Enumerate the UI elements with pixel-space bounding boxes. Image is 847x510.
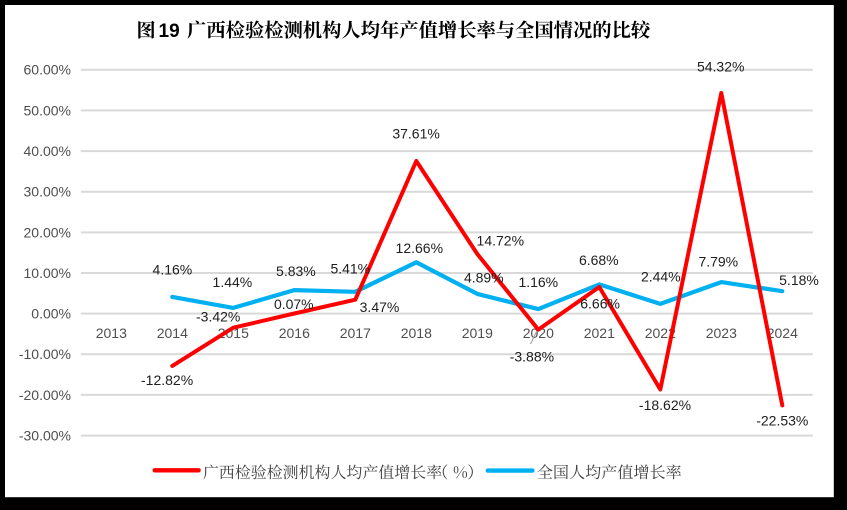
svg-text:2023: 2023	[706, 325, 737, 341]
svg-text:2022: 2022	[645, 325, 676, 341]
svg-text:2013: 2013	[96, 325, 127, 341]
svg-text:-3.42%: -3.42%	[196, 308, 240, 324]
svg-text:0.00%: 0.00%	[31, 306, 71, 322]
svg-text:1.16%: 1.16%	[518, 274, 558, 290]
svg-text:-30.00%: -30.00%	[19, 428, 71, 444]
svg-text:-18.62%: -18.62%	[639, 397, 691, 413]
svg-text:-20.00%: -20.00%	[19, 387, 71, 403]
svg-text:2018: 2018	[401, 325, 432, 341]
svg-text:12.66%: 12.66%	[396, 240, 443, 256]
svg-text:5.41%: 5.41%	[330, 261, 370, 277]
svg-text:50.00%: 50.00%	[24, 102, 71, 118]
svg-text:-12.82%: -12.82%	[141, 372, 193, 388]
svg-text:14.72%: 14.72%	[477, 232, 524, 248]
svg-text:5.83%: 5.83%	[276, 263, 316, 279]
svg-text:-3.88%: -3.88%	[510, 348, 554, 364]
svg-text:4.89%: 4.89%	[464, 270, 504, 286]
svg-text:7.79%: 7.79%	[698, 254, 738, 270]
svg-text:3.47%: 3.47%	[360, 299, 400, 315]
svg-text:20.00%: 20.00%	[24, 224, 71, 240]
svg-text:0.07%: 0.07%	[274, 296, 314, 312]
svg-text:6.66%: 6.66%	[580, 296, 620, 312]
svg-text:2020: 2020	[523, 325, 554, 341]
svg-text:2017: 2017	[340, 325, 371, 341]
svg-text:-10.00%: -10.00%	[19, 346, 71, 362]
svg-text:-22.53%: -22.53%	[756, 413, 808, 429]
svg-text:2.44%: 2.44%	[641, 269, 681, 285]
svg-text:2016: 2016	[279, 325, 310, 341]
svg-text:19: 19	[159, 21, 180, 42]
svg-text:10.00%: 10.00%	[24, 265, 71, 281]
svg-text:54.32%: 54.32%	[697, 59, 744, 75]
svg-text:2015: 2015	[218, 325, 249, 341]
svg-text:40.00%: 40.00%	[24, 143, 71, 159]
svg-text:2019: 2019	[462, 325, 493, 341]
svg-text:60.00%: 60.00%	[24, 62, 71, 78]
svg-text:1.44%: 1.44%	[213, 274, 253, 290]
svg-text:2014: 2014	[157, 325, 188, 341]
svg-text:2021: 2021	[584, 325, 615, 341]
svg-text:30.00%: 30.00%	[24, 184, 71, 200]
svg-text:2024: 2024	[767, 325, 798, 341]
svg-text:6.68%: 6.68%	[579, 252, 619, 268]
svg-text:37.61%: 37.61%	[392, 126, 439, 142]
svg-text:5.18%: 5.18%	[779, 272, 819, 288]
svg-text:4.16%: 4.16%	[153, 261, 193, 277]
